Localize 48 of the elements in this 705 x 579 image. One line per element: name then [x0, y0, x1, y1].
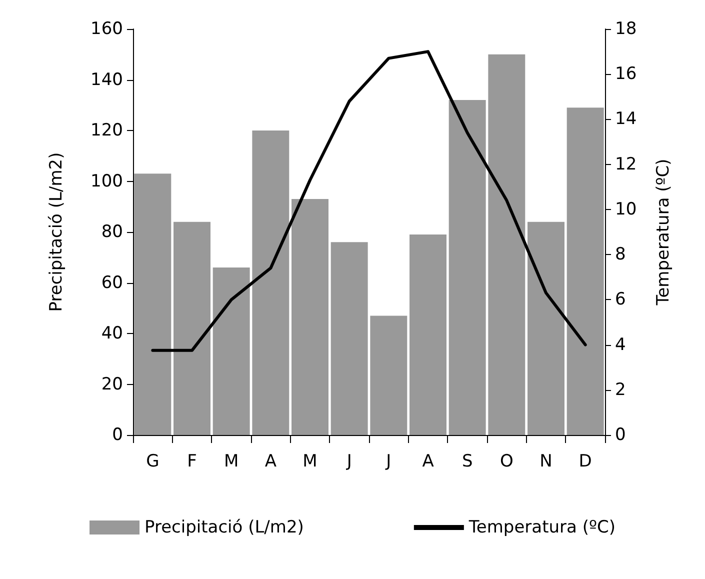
- line-series: [151, 50, 587, 352]
- bar: [566, 108, 604, 435]
- x-tick-label: F: [187, 452, 197, 472]
- bar: [174, 222, 210, 435]
- y-tick-label: 120: [90, 120, 123, 140]
- bar: [330, 242, 368, 435]
- y2-tick-label: 0: [615, 425, 626, 445]
- bar: [292, 199, 328, 435]
- y-axis-title: Precipitació (L/m2): [46, 152, 66, 312]
- y2-tick-label: 2: [615, 380, 626, 400]
- legend-label: Precipitació (L/m2): [144, 518, 304, 538]
- y2-tick-label: 18: [615, 19, 637, 39]
- x-tick-label: A: [422, 452, 434, 472]
- y2-tick-label: 16: [615, 64, 637, 84]
- bar: [410, 234, 446, 435]
- bar: [370, 316, 408, 435]
- y2-tick-label: 6: [615, 290, 626, 310]
- x-tick-label: M: [302, 452, 318, 472]
- y2-axis-title: Temperatura (ºC): [654, 158, 674, 306]
- x-tick-label: J: [385, 452, 392, 472]
- y-tick-label: 100: [90, 171, 123, 192]
- y2-tick-label: 4: [615, 334, 626, 355]
- x-tick-label: N: [540, 452, 552, 472]
- bar: [448, 100, 486, 435]
- y-tick-label: 0: [112, 425, 123, 445]
- bar: [488, 54, 526, 435]
- y2-tick-label: 12: [615, 154, 637, 174]
- y-tick-label: 60: [101, 272, 123, 293]
- legend-label: Temperatura (ºC): [468, 518, 616, 538]
- x-tick-label: G: [146, 452, 160, 472]
- x-tick-label: J: [346, 452, 352, 472]
- y2-tick-label: 10: [615, 199, 637, 220]
- y2-tick-label: 8: [615, 244, 626, 265]
- bar: [134, 174, 172, 435]
- x-tick-label: D: [578, 452, 592, 472]
- y2-tick-label: 14: [615, 109, 637, 130]
- bar: [252, 130, 290, 435]
- x-tick-label: O: [500, 452, 514, 472]
- x-tick-label: A: [264, 452, 277, 472]
- y-tick-label: 20: [101, 374, 123, 394]
- bar: [212, 268, 250, 435]
- x-tick-label: M: [224, 452, 239, 472]
- x-tick-label: S: [462, 452, 473, 472]
- y-tick-label: 80: [101, 222, 123, 242]
- y-tick-label: 40: [101, 324, 123, 344]
- y-tick-label: 160: [90, 19, 123, 39]
- bar: [528, 222, 564, 435]
- y-tick-label: 140: [90, 70, 123, 90]
